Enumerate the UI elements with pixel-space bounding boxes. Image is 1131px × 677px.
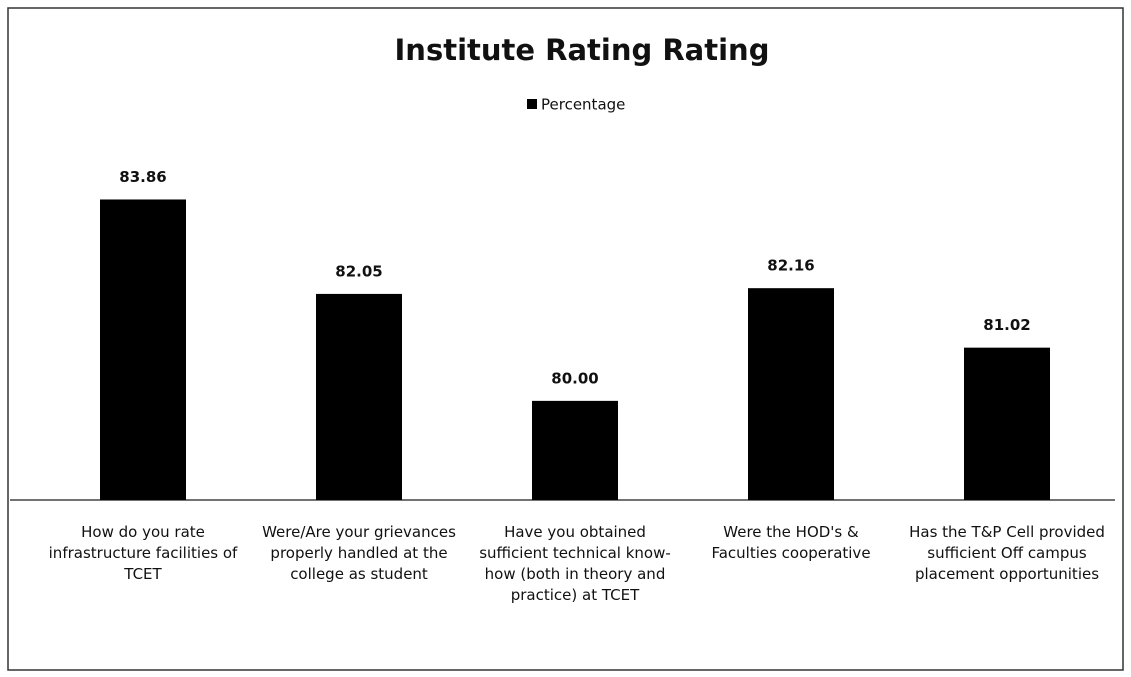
x-tick-label: Were the HOD's & Faculties cooperative (711, 523, 871, 562)
x-tick-label: Have you obtained sufficient technical k… (479, 523, 671, 604)
data-label: 81.02 (983, 316, 1030, 334)
bar (316, 293, 402, 500)
x-tick-label: How do you rate infrastructure facilitie… (48, 523, 238, 583)
chart-title: Institute Rating Rating (395, 33, 770, 67)
data-label: 83.86 (119, 168, 166, 186)
legend-swatch (527, 99, 537, 109)
legend-label: Percentage (541, 96, 625, 114)
bar (100, 199, 186, 500)
data-label: 82.05 (335, 262, 382, 280)
x-tick-label: Were/Are your grievances properly handle… (262, 523, 456, 583)
bar (748, 288, 834, 500)
bar (532, 400, 618, 500)
data-label: 80.00 (551, 369, 598, 387)
data-label: 82.16 (767, 257, 814, 275)
bar (964, 347, 1050, 500)
chart-frame (7, 7, 1124, 671)
x-tick-label: Has the T&P Cell provided sufficient Off… (909, 523, 1105, 583)
